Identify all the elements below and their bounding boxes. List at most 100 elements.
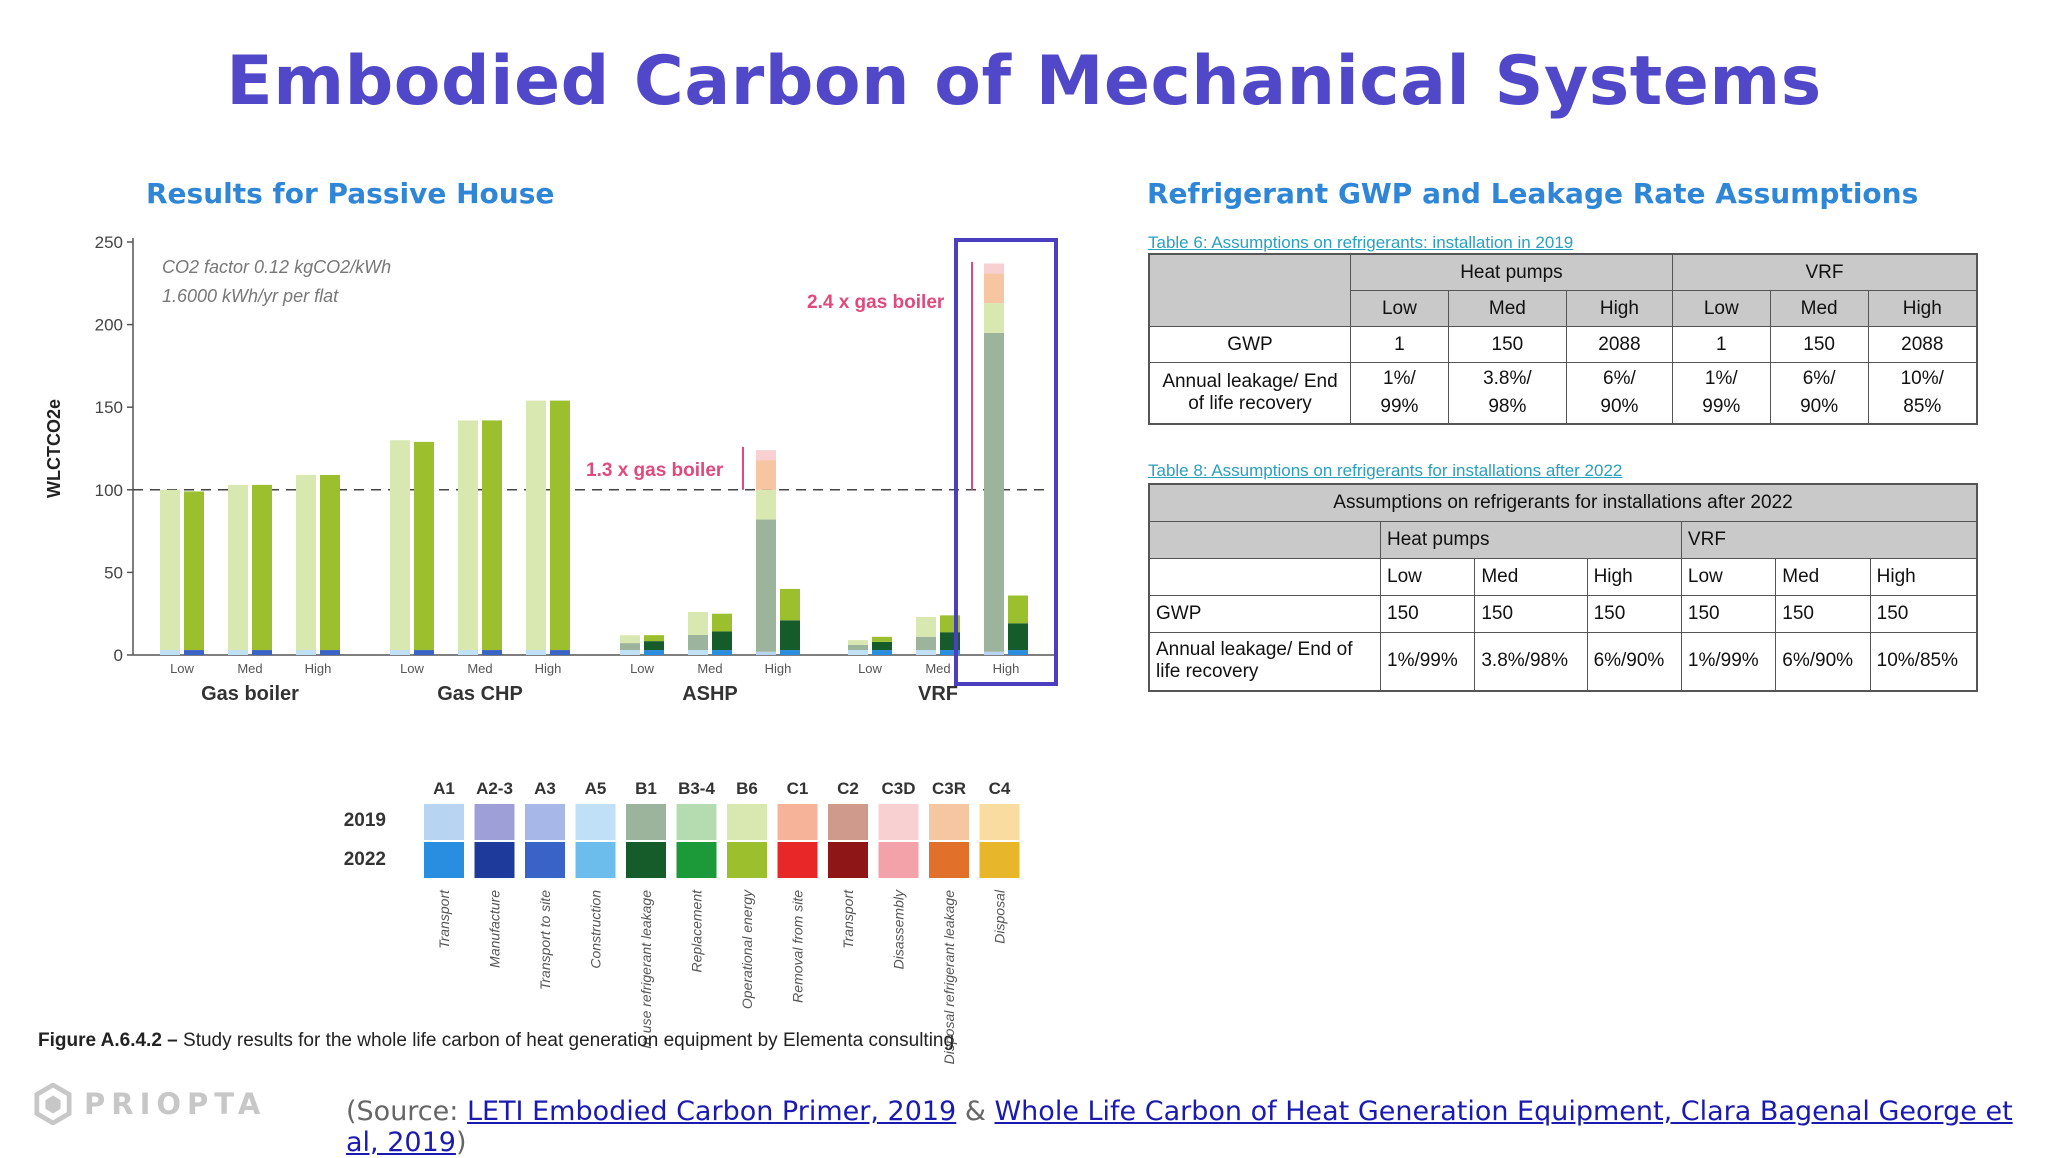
tables-subtitle: Refrigerant GWP and Leakage Rate Assumpt… bbox=[1147, 177, 1919, 210]
legend-swatch-2022 bbox=[878, 842, 919, 878]
table-header: High bbox=[1869, 558, 1978, 596]
table-header: Low bbox=[1379, 558, 1476, 596]
table-row: Heat pumps VRF bbox=[1148, 253, 1978, 327]
bar-2022-gas-boiler-low bbox=[184, 650, 204, 655]
legend-stage-code: B3-4 bbox=[678, 779, 715, 798]
x-tick-label: Med bbox=[697, 661, 722, 676]
table-group-header: Heat pumps bbox=[1350, 253, 1673, 291]
bar-2019-gas-chp-low bbox=[390, 440, 410, 651]
cell-line: 85% bbox=[1903, 396, 1942, 417]
legend-swatch-2022 bbox=[474, 842, 515, 878]
x-tick-label: High bbox=[993, 661, 1020, 676]
table-cell: 150 bbox=[1447, 326, 1567, 363]
table-cell bbox=[1148, 253, 1351, 327]
table-row: Low Med High Low Med High bbox=[1149, 290, 1978, 327]
table-header: Med bbox=[1474, 558, 1588, 596]
legend-swatch-2022 bbox=[727, 842, 767, 878]
table-cell: 150 bbox=[1769, 326, 1869, 363]
annotation-label: 1.3 x gas boiler bbox=[586, 460, 724, 481]
legend-swatch-2019 bbox=[424, 804, 464, 840]
table-header: High bbox=[1867, 290, 1978, 327]
cell-line: 6%/ bbox=[1802, 368, 1836, 389]
table-cell: 6%/90% bbox=[1565, 362, 1673, 425]
legend-swatch-2019 bbox=[474, 804, 515, 840]
y-tick-label: 50 bbox=[104, 563, 123, 582]
table-header: Low bbox=[1680, 558, 1777, 596]
legend-stage-code: A2-3 bbox=[476, 779, 513, 798]
row-label: GWP bbox=[1148, 326, 1351, 363]
bar-2022-gas-chp-low bbox=[414, 650, 434, 655]
legend-swatch-2022 bbox=[929, 842, 969, 878]
table-header: Med bbox=[1769, 290, 1869, 327]
bar-2019-ashp-high bbox=[756, 450, 776, 461]
legend-stage-desc: Manufacture bbox=[487, 890, 503, 968]
cell-line: 99% bbox=[1702, 396, 1741, 417]
bar-2019-vrf-low bbox=[848, 650, 868, 655]
bar-2019-gas-boiler-high bbox=[296, 650, 316, 655]
slide-title: Embodied Carbon of Mechanical Systems bbox=[226, 42, 1822, 121]
group-label: VRF bbox=[918, 683, 958, 705]
legend-stage-code: B6 bbox=[736, 779, 758, 798]
table-row: GWP 150 150 150 150 150 150 bbox=[1148, 595, 1978, 633]
table-cell: 1%/99% bbox=[1379, 632, 1476, 691]
y-tick-label: 100 bbox=[95, 481, 123, 500]
bar-2022-ashp-low bbox=[644, 650, 664, 655]
bar-2022-ashp-high bbox=[780, 620, 800, 651]
bar-2022-ashp-med bbox=[712, 650, 732, 655]
cell-line: 99% bbox=[1380, 396, 1419, 417]
bar-2022-gas-boiler-med bbox=[252, 650, 272, 655]
table-cell: 1%/99% bbox=[1350, 362, 1449, 425]
legend-swatch-2022 bbox=[626, 842, 666, 878]
bar-2019-vrf-high bbox=[984, 303, 1004, 333]
bar-2019-ashp-high bbox=[756, 489, 776, 520]
bar-2022-vrf-med bbox=[940, 650, 960, 655]
legend-swatch-2019 bbox=[979, 804, 1020, 840]
legend-stage-code: C3R bbox=[932, 779, 966, 798]
bar-2022-vrf-high bbox=[1008, 623, 1028, 651]
legend-stage-code: C2 bbox=[837, 779, 859, 798]
x-tick-label: Low bbox=[400, 661, 424, 676]
chart-subtitle: Results for Passive House bbox=[146, 177, 555, 210]
bar-2022-vrf-low bbox=[872, 641, 892, 651]
x-tick-label: Med bbox=[925, 661, 950, 676]
legend-swatch-2019 bbox=[575, 804, 616, 840]
table-header: High bbox=[1565, 290, 1673, 327]
legend-stage-code: A1 bbox=[433, 779, 455, 798]
legend-stage-desc: Disposal bbox=[992, 889, 1008, 944]
table-cell bbox=[1148, 558, 1381, 596]
group-label: Gas CHP bbox=[437, 683, 523, 705]
figure-label: Figure A.6.4.2 – bbox=[38, 1030, 178, 1051]
table-row: GWP 1 150 2088 1 150 2088 bbox=[1148, 326, 1978, 363]
table-cell: 1 bbox=[1350, 326, 1449, 363]
source-suffix: ) bbox=[455, 1127, 467, 1158]
table-cell: 150 bbox=[1379, 595, 1476, 633]
source-citation: (Source: LETI Embodied Carbon Primer, 20… bbox=[346, 1096, 2048, 1158]
logo-text: PRIOPTA bbox=[84, 1087, 267, 1121]
bar-2019-gas-boiler-med bbox=[228, 484, 248, 651]
table8: Assumptions on refrigerants for installa… bbox=[1148, 483, 1978, 692]
bar-2022-gas-boiler-high bbox=[320, 474, 340, 651]
legend-stage-desc: Operational energy bbox=[739, 889, 755, 1009]
row-label: Annual leakage/ End of life recovery bbox=[1148, 362, 1351, 425]
annotation-label: 2.4 x gas boiler bbox=[807, 292, 945, 313]
bar-2022-vrf-low bbox=[872, 650, 892, 655]
chart-note: CO2 factor 0.12 kgCO2/kWh bbox=[162, 257, 391, 277]
legend-stage-desc: Construction bbox=[588, 890, 604, 969]
legend-stage-desc: Transport bbox=[436, 889, 452, 949]
table-cell: 150 bbox=[1680, 595, 1777, 633]
table-cell: 10%/ 85% bbox=[1867, 362, 1978, 425]
legend-year-label: 2019 bbox=[344, 810, 386, 831]
table-cell: 1%/99% bbox=[1671, 362, 1771, 425]
bar-2022-gas-chp-med bbox=[482, 420, 502, 651]
bar-2019-ashp-low bbox=[620, 650, 640, 655]
table6: Heat pumps VRF Low Med High Low Med High… bbox=[1148, 253, 1978, 425]
legend-swatch-2022 bbox=[525, 842, 565, 878]
legend-year-label: 2022 bbox=[344, 849, 386, 870]
table-row: Annual leakage/ End of life recovery 1%/… bbox=[1148, 632, 1978, 691]
bar-2019-ashp-high bbox=[756, 519, 776, 652]
table-cell: 2088 bbox=[1867, 326, 1978, 363]
source-link-leti[interactable]: LETI Embodied Carbon Primer, 2019 bbox=[466, 1096, 957, 1127]
legend-stage-desc: Disassembly bbox=[891, 889, 907, 969]
bar-2019-vrf-med bbox=[916, 636, 936, 651]
cell-line: 1%/ bbox=[1383, 368, 1416, 389]
